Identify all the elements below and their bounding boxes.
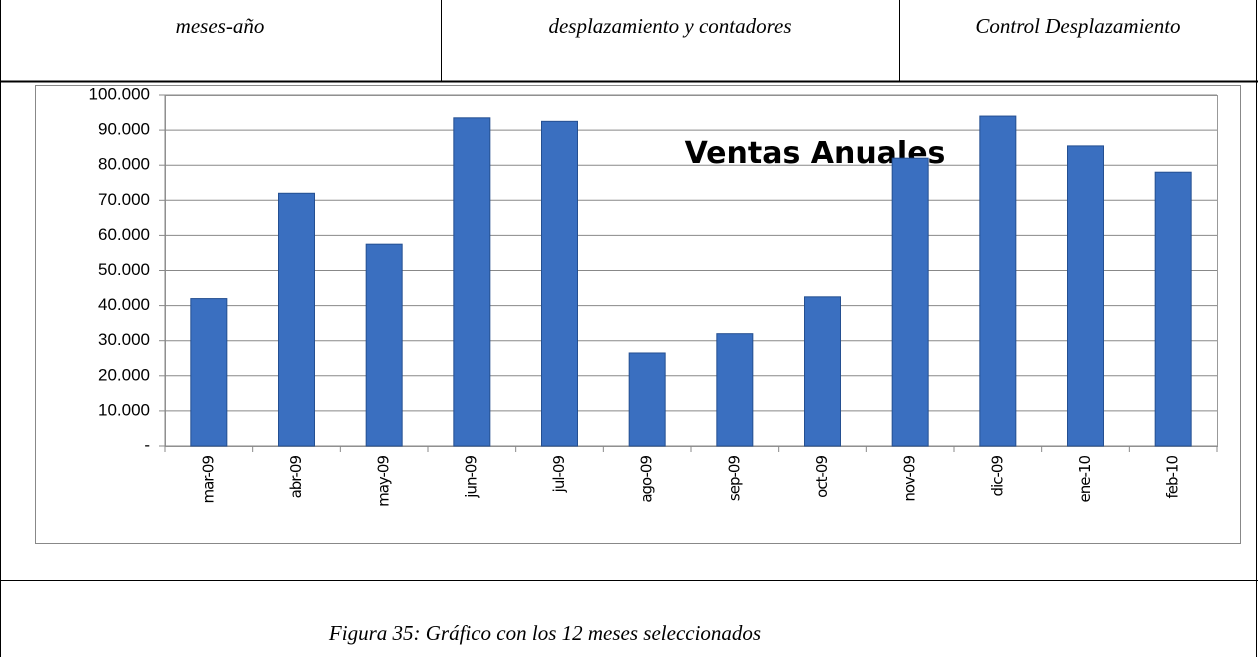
y-tick-label: 100.000 xyxy=(89,84,150,103)
chart: - 10.000 20.000 30.000 40.000 50.000 60.000 70.… xyxy=(89,84,1218,507)
bar xyxy=(1067,145,1104,447)
x-tick-label: ene-10 xyxy=(1076,456,1094,503)
bar xyxy=(628,352,666,447)
x-tick-label: feb-10 xyxy=(1164,456,1182,499)
header-cell: desplazamiento y contadores xyxy=(548,14,791,38)
x-tick-label: ago-09 xyxy=(638,456,656,503)
y-tick-label: - xyxy=(144,435,150,454)
y-tick-label: 50.000 xyxy=(98,260,150,279)
bar xyxy=(453,117,491,447)
x-tick-label: dic-09 xyxy=(988,456,1006,497)
bar xyxy=(979,115,1017,447)
bar xyxy=(891,157,929,447)
x-tick-label: mar-09 xyxy=(199,456,217,504)
bar xyxy=(278,192,315,447)
y-tick-label: 40.000 xyxy=(98,295,150,314)
x-tick-label: sep-09 xyxy=(725,456,743,502)
bar xyxy=(1154,171,1192,447)
header-cell: Control Desplazamiento xyxy=(975,14,1180,38)
caption: Figura 35: Gráfico con los 12 meses sele… xyxy=(328,621,761,645)
bar xyxy=(365,243,403,447)
header-cell: meses-año xyxy=(176,14,265,38)
x-tick-label: abr-09 xyxy=(287,456,305,499)
bar xyxy=(190,298,228,447)
y-tick-label: 90.000 xyxy=(98,120,150,139)
x-tick-label: jul-09 xyxy=(550,456,568,494)
bar xyxy=(716,333,754,447)
x-tick-label: jun-09 xyxy=(462,456,480,499)
y-tick-label: 70.000 xyxy=(98,190,150,209)
chart-frame xyxy=(35,85,1241,544)
y-tick-label: 30.000 xyxy=(98,330,150,349)
y-tick-label: 80.000 xyxy=(98,155,150,174)
bar xyxy=(541,120,578,447)
y-tick-label: 10.000 xyxy=(98,400,150,419)
y-tick-label: 20.000 xyxy=(98,365,150,384)
y-tick-label: 60.000 xyxy=(98,225,150,244)
x-tick-label: may-09 xyxy=(375,456,393,507)
bar xyxy=(804,296,841,447)
x-tick-label: nov-09 xyxy=(901,456,919,502)
x-tick-label: oct-09 xyxy=(813,456,831,498)
